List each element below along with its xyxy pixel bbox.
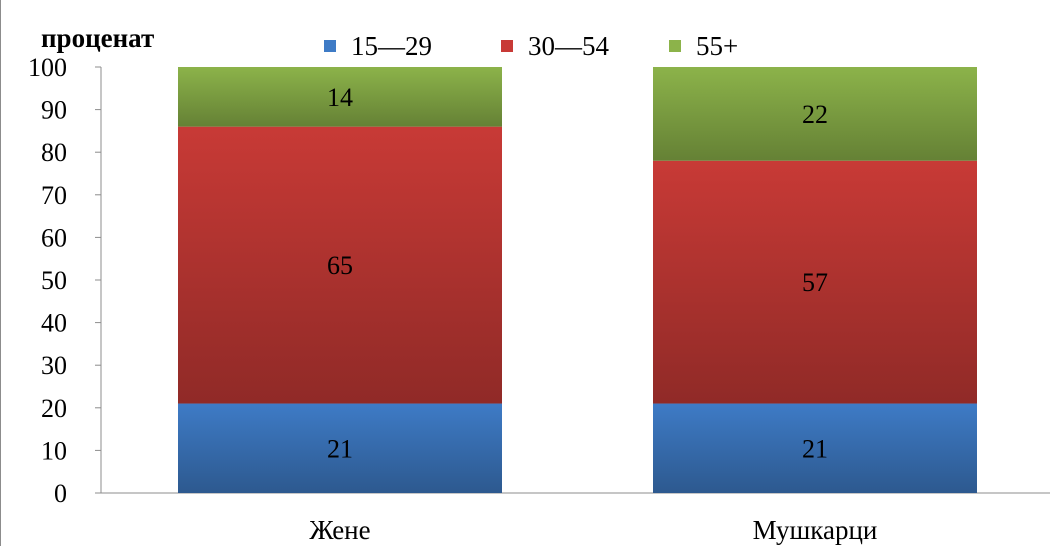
data-label: 21	[327, 434, 353, 463]
legend-label: 55+	[696, 31, 738, 61]
y-tick-label: 80	[41, 138, 67, 167]
y-tick-label: 10	[41, 436, 67, 465]
y-tick-label: 0	[54, 479, 67, 508]
y-tick-label: 30	[41, 351, 67, 380]
bar-segment	[178, 67, 502, 127]
data-label: 57	[802, 268, 828, 297]
data-label: 14	[327, 83, 353, 112]
y-tick-label: 100	[28, 53, 67, 82]
legend-swatch	[324, 40, 336, 52]
legend-label: 15—29	[351, 31, 432, 61]
x-category-label: Жене	[309, 515, 370, 545]
bar-segment	[178, 403, 502, 493]
bar-segment	[178, 126, 502, 404]
legend-swatch	[501, 40, 513, 52]
data-label: 22	[802, 100, 828, 129]
bar-segment	[653, 160, 977, 404]
y-tick-label: 50	[41, 266, 67, 295]
y-tick-label: 20	[41, 394, 67, 423]
data-label: 21	[802, 434, 828, 463]
y-tick-label: 90	[41, 96, 67, 125]
y-tick-label: 70	[41, 181, 67, 210]
y-tick-label: 40	[41, 309, 67, 338]
y-axis-title: проценат	[41, 23, 154, 53]
data-label: 65	[327, 251, 353, 280]
bar-segment	[653, 403, 977, 493]
bar-segment	[653, 67, 977, 161]
y-tick-label: 60	[41, 223, 67, 252]
x-category-label: Мушкарци	[753, 515, 878, 545]
legend: 15—29 30—54 55+	[324, 31, 738, 61]
legend-swatch	[669, 40, 681, 52]
legend-label: 30—54	[528, 31, 610, 61]
